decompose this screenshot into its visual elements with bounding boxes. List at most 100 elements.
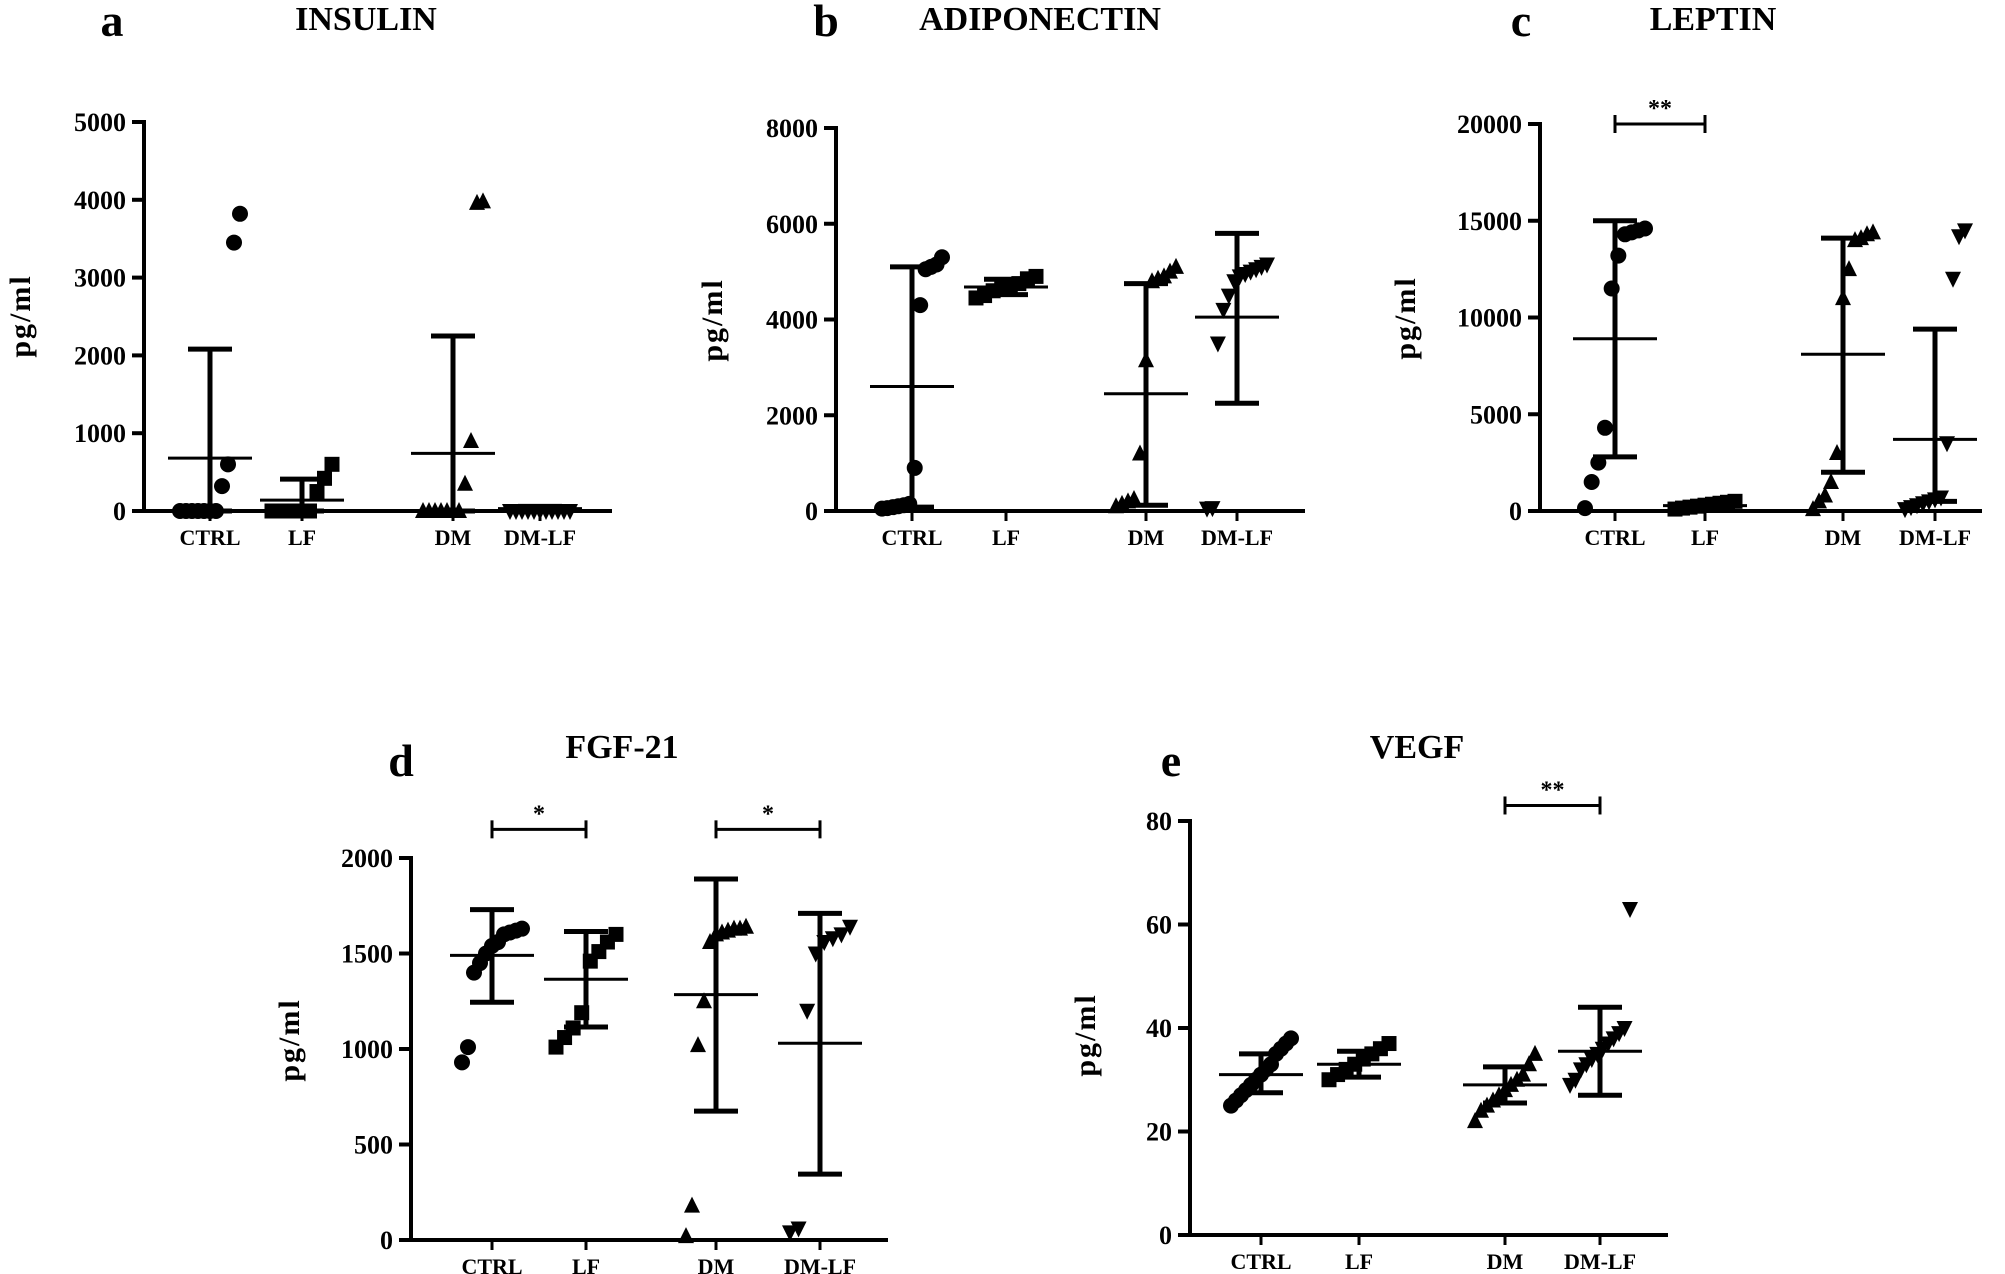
significance-label: * [533,801,545,827]
y-tick-label: 80 [1146,807,1172,836]
significance-bracket: * [714,801,822,839]
data-point [1220,288,1237,305]
data-point [1515,1065,1531,1082]
group-ctrl [1219,1030,1303,1114]
data-point [1817,486,1833,503]
x-category-label: CTRL [1584,525,1645,550]
data-point [1957,223,1973,240]
panel-e: e VEGF pg/ml 0 20 40 60 80 CTRL LF DM DM-LF ** [1069,729,1668,1274]
data-point [1209,336,1226,353]
group-dm-lf [1893,223,1977,519]
group-ctrl [870,249,954,517]
data-point [799,1003,816,1020]
data-point [457,474,473,491]
data-point [220,456,236,473]
y-tick-label: 4000 [766,306,818,335]
data-point [1583,473,1600,490]
y-tick-label: 1500 [341,940,393,969]
x-category-label: CTRL [179,525,240,550]
group-dm-lf [498,503,582,520]
data-point [1381,1036,1397,1052]
significance-bracket: ** [1613,96,1707,133]
group-dm-lf [1558,901,1642,1098]
x-category-label: DM [1825,525,1862,550]
group-lf [544,926,628,1055]
panel-letter: e [1161,735,1181,786]
group-lf [1663,493,1747,517]
data-point [782,1225,798,1242]
panel-title: LEPTIN [1650,1,1777,38]
significance-bracket: * [490,801,588,839]
y-tick-label: 1000 [74,419,126,448]
y-axis-label: pg/ml [273,998,306,1081]
x-category-label: CTRL [881,525,942,550]
data-point [1204,501,1221,518]
x-category-label: DM [1128,525,1165,550]
data-point [1215,302,1232,319]
y-axis-label: pg/ml [4,274,37,357]
panel-d: d FGF-21 pg/ml 0 500 1000 1500 2000 CTRL LF DM DM-L… [273,729,888,1274]
y-axis-label: pg/ml [696,278,729,361]
x-category-label: LF [1345,1249,1373,1274]
group-ctrl [168,205,252,519]
data-point [214,478,230,495]
y-tick-label: 2000 [766,401,818,430]
y-tick-label: 8000 [766,114,818,143]
data-point [317,470,332,486]
y-tick-label: 3000 [74,264,126,293]
x-category-label: LF [288,525,316,550]
data-point [1945,271,1961,288]
group-dm-lf [1195,230,1279,518]
panel-c: c LEPTIN pg/ml 0 5000 10000 15000 20000 CTRL LF DM… [1389,0,1982,550]
data-point [226,234,242,251]
data-point [696,992,712,1009]
y-tick-label: 20 [1146,1118,1172,1147]
data-point [309,484,325,500]
x-category-label: DM-LF [1899,525,1971,550]
y-tick-label: 2000 [341,844,393,873]
data-point [684,1196,700,1213]
data-point [678,1227,694,1244]
data-point [1567,1072,1584,1089]
data-point [842,919,858,936]
group-lf [1317,1036,1401,1088]
group-ctrl [450,907,534,1071]
data-point [690,1036,706,1053]
data-point [232,205,248,222]
group-dm [1801,223,1885,517]
y-tick-label: 0 [380,1226,393,1255]
group-dm-lf [778,910,862,1242]
panel-letter: a [101,0,124,46]
x-category-label: DM [435,525,472,550]
group-ctrl [1573,218,1657,517]
group-dm [411,192,495,518]
y-tick-label: 0 [1509,497,1522,526]
y-tick-label: 6000 [766,210,818,239]
x-category-label: LF [1691,525,1719,550]
data-point [1028,268,1044,284]
significance-bracket: ** [1503,777,1602,815]
panel-title: INSULIN [295,1,437,38]
data-point [1467,1112,1483,1129]
data-point [454,1054,470,1071]
x-category-label: CTRL [461,1254,522,1274]
data-point [906,459,923,476]
data-point [1577,500,1593,517]
x-category-label: LF [992,525,1020,550]
y-tick-label: 0 [113,497,126,526]
y-tick-label: 5000 [1470,400,1522,429]
significance-label: ** [1648,96,1672,122]
x-category-label: DM [698,1254,735,1274]
x-category-label: DM-LF [1201,525,1273,550]
data-point [463,431,479,448]
panel-title: ADIPONECTIN [919,1,1161,38]
data-point [475,192,491,209]
panel-b: b ADIPONECTIN pg/ml 0 2000 4000 6000 8000 CTRL LF… [696,0,1305,550]
data-point [1823,472,1839,489]
y-tick-label: 15000 [1457,207,1522,236]
data-point [514,920,530,937]
x-category-label: DM [1487,1249,1524,1274]
data-point [1126,490,1142,507]
panel-title: FGF-21 [565,729,678,766]
